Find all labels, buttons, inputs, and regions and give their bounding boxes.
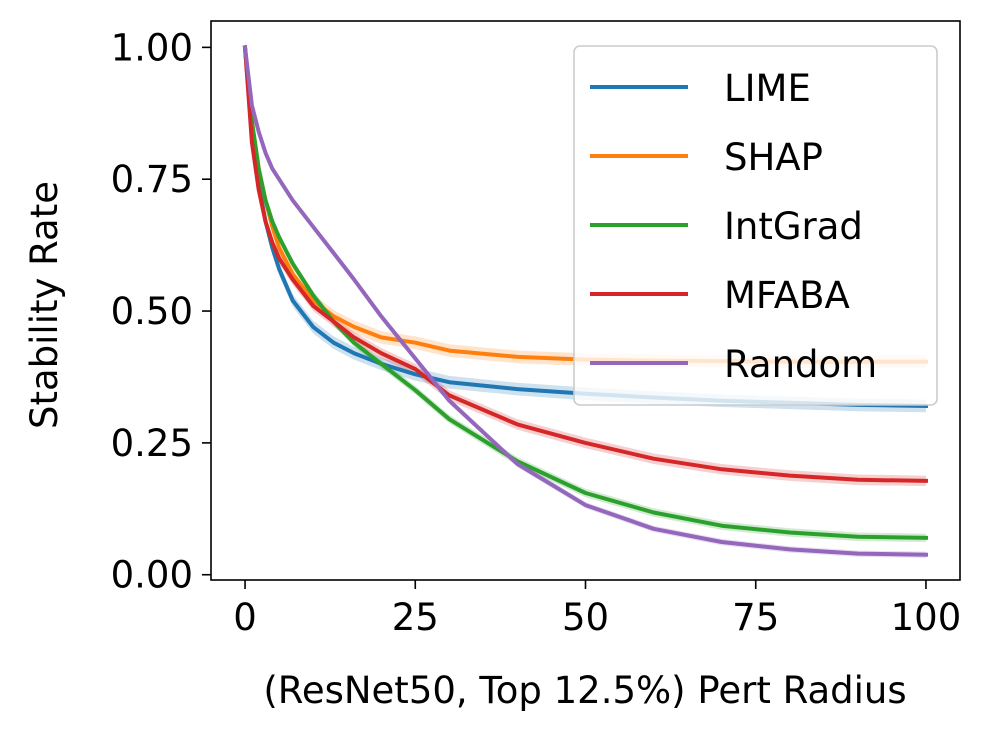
legend-box [573, 45, 938, 406]
x-tick-label: 75 [732, 596, 779, 639]
x-tick-label: 50 [562, 596, 609, 639]
legend-label-mfaba: MFABA [724, 274, 850, 317]
line-intgrad [242, 45, 929, 540]
y-axis: 0.00 0.25 0.50 0.75 1.00 [111, 26, 211, 597]
legend-label-random: Random [724, 343, 877, 386]
y-axis-label: Stability Rate [23, 181, 66, 429]
y-tick-label: 0.00 [111, 554, 193, 597]
y-tick-label: 0.50 [111, 290, 193, 333]
legend-label-shap: SHAP [724, 136, 823, 179]
x-tick-label: 25 [392, 596, 439, 639]
y-tick-label: 1.00 [111, 26, 193, 69]
y-tick-label: 0.75 [111, 158, 193, 201]
x-axis-label: (ResNet50, Top 12.5%) Pert Radius [263, 669, 906, 712]
x-tick-label: 100 [891, 596, 962, 639]
y-tick-label: 0.25 [111, 422, 193, 465]
line-random [242, 45, 929, 557]
line-mfaba [242, 45, 929, 483]
x-tick-label: 0 [233, 596, 257, 639]
legend-label-intgrad: IntGrad [724, 205, 863, 248]
legend: LIME SHAP IntGrad MFABA Random [573, 45, 938, 406]
x-axis: 0 25 50 75 100 [233, 580, 961, 639]
legend-label-lime: LIME [724, 67, 811, 110]
